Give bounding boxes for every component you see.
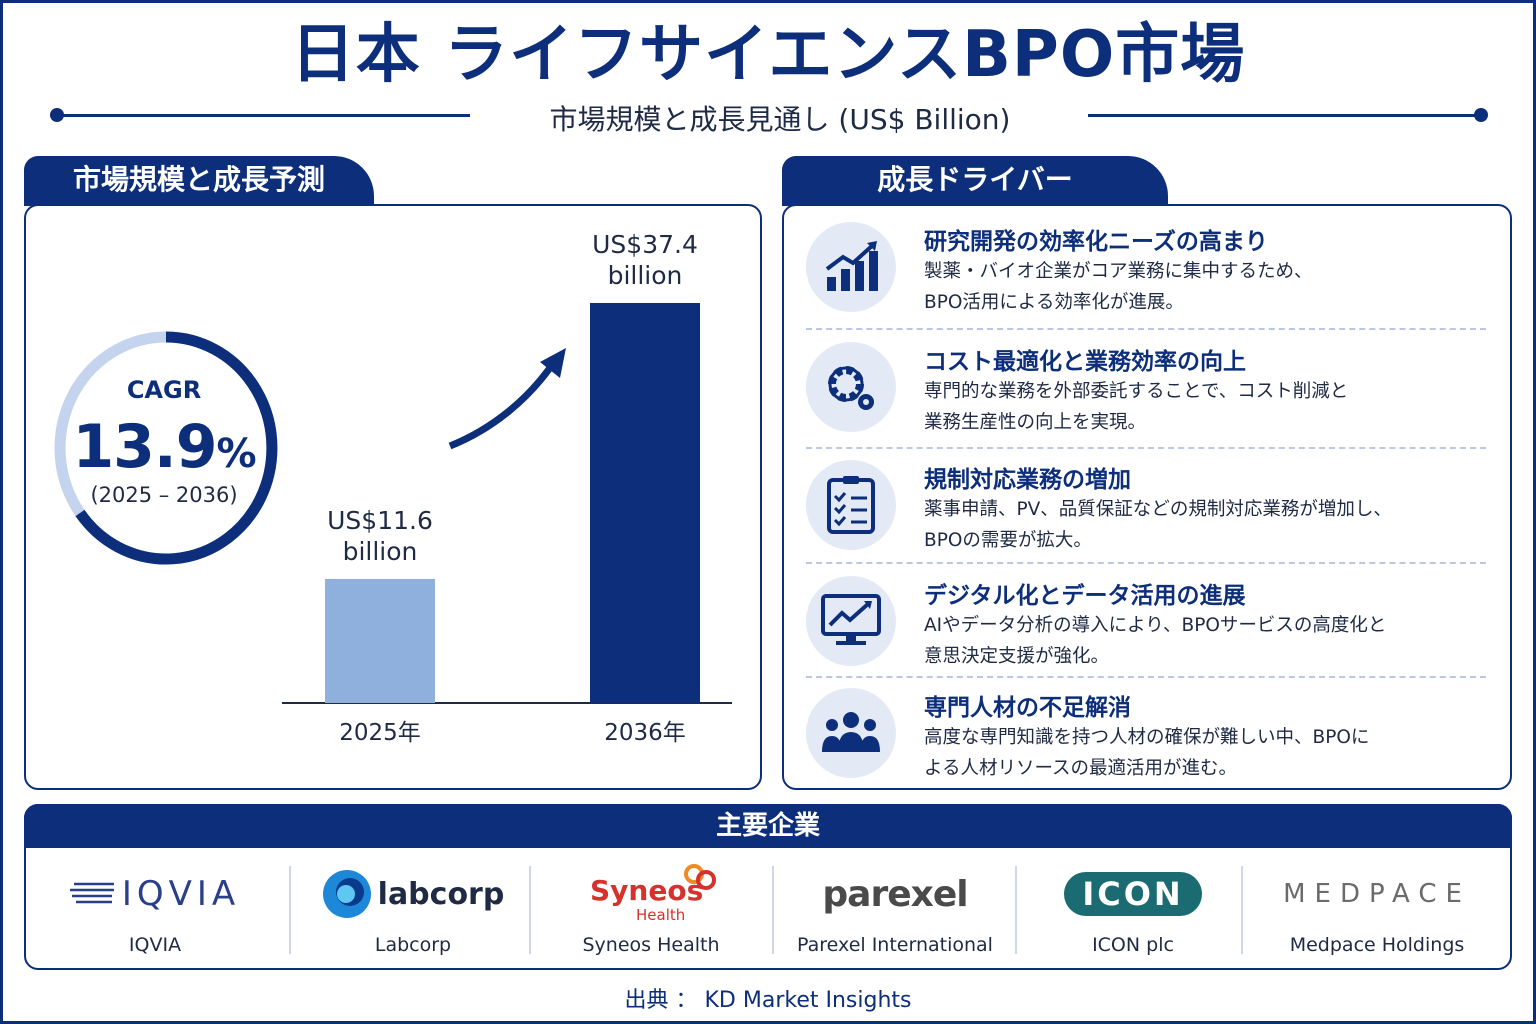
title-line-left [58, 114, 470, 117]
bar-2025年 [325, 578, 435, 703]
company-name: ICON plc [1092, 934, 1174, 956]
growth-arrow-head [540, 348, 566, 378]
driver-text-line: 高度な専門知識を持つ人材の確保が難しい中、BPOに [924, 727, 1370, 748]
bar-value-label-line: US$37.4 [592, 230, 698, 259]
bar-value-label: US$11.6 billion [285, 505, 475, 567]
page-subtitle: 市場規模と成長見通し (US$ Billion) [549, 103, 1011, 136]
drivers-tab: 成長ドライバー [782, 156, 1168, 206]
bar-value-label: US$37.4 billion [550, 229, 740, 291]
syneos-logo: Syneos Health [540, 858, 762, 930]
driver-text: 薬事申請、PV、品質保証などの規制対応業務が増加し、 BPOの需要が拡大。 [924, 494, 1484, 556]
driver-text-line: AIやデータ分析の導入により、BPOサービスの高度化と [924, 615, 1387, 636]
cagr-ring-progress [75, 331, 278, 565]
iqvia-logo-text: IQVIA [121, 874, 241, 914]
company-name: Labcorp [374, 934, 452, 956]
page-title: 日本 ライフサイエンスBPO市場 [290, 18, 1246, 92]
company-labcorp: labcorp Labcorp [300, 858, 526, 962]
cagr-unit: % [216, 431, 256, 477]
driver-text: 製薬・バイオ企業がコア業務に集中するため、 BPO活用による効率化が進展。 [924, 256, 1484, 318]
driver-title: コスト最適化と業務効率の向上 [924, 349, 1246, 375]
parexel-logo: parexel [784, 858, 1006, 930]
driver-text-line: 薬事申請、PV、品質保証などの規制対応業務が増加し、 [924, 499, 1392, 520]
driver-text: AIやデータ分析の導入により、BPOサービスの高度化と 意思決定支援が強化。 [924, 610, 1484, 672]
driver-text-line: よる人材リソースの最適活用が進む。 [924, 758, 1238, 779]
iqvia-logo: IQVIA [40, 858, 270, 930]
title-line-dot-right [1474, 108, 1488, 122]
cagr-value: 13.9% [64, 412, 264, 482]
drivers-panel [782, 204, 1512, 790]
labcorp-circle-icon [322, 870, 371, 918]
bar-value-label-line: billion [342, 536, 418, 566]
driver-text-line: 業務生産性の向上を実現。 [924, 412, 1147, 433]
driver-text-line: BPOの需要が拡大。 [924, 530, 1092, 551]
title-line-dot-left [50, 108, 64, 122]
driver-title: 規制対応業務の増加 [924, 467, 1131, 493]
source-note: 出典 ： KD Market Insights [624, 988, 912, 1013]
medpace-logo-text: MEDPACE [1283, 879, 1471, 909]
driver-title: 専門人材の不足解消 [924, 695, 1131, 721]
cagr-range: (2025 – 2036) [90, 483, 238, 507]
icon-logo-text: ICON [1064, 872, 1202, 916]
company-syneos: Syneos Health Syneos Health [540, 858, 762, 962]
company-icon: ICON ICON plc [1026, 858, 1240, 962]
company-parexel: parexel Parexel International [784, 858, 1006, 962]
bar-value-label-line: US$11.6 [327, 505, 433, 535]
driver-text: 高度な専門知識を持つ人材の確保が難しい中、BPOに よる人材リソースの最適活用が進… [924, 722, 1484, 784]
company-separator [1241, 866, 1243, 954]
driver-divider [806, 447, 1486, 449]
syneos-logo-text: Syneos [590, 874, 704, 907]
company-name: Medpace Holdings [1289, 934, 1465, 956]
company-name: Parexel International [797, 934, 993, 956]
driver-text-line: 製薬・バイオ企業がコア業務に集中するため、 [924, 261, 1313, 282]
iqvia-lines-icon [69, 882, 114, 904]
people-icon [806, 688, 896, 778]
driver-text: 専門的な業務を外部委託することで、コスト削減と 業務生産性の向上を実現。 [924, 376, 1484, 438]
medpace-logo: MEDPACE [1252, 858, 1502, 930]
driver-text-line: BPO活用による効率化が進展。 [924, 292, 1184, 313]
driver-divider [806, 328, 1486, 330]
labcorp-logo-text: labcorp [377, 876, 505, 912]
driver-divider [806, 562, 1486, 564]
gear-icon [806, 342, 896, 432]
checklist-icon [806, 460, 896, 550]
driver-divider [806, 676, 1486, 678]
driver-title: 研究開発の効率化ニーズの高まり [924, 229, 1268, 255]
cagr-number: 13.9 [72, 412, 217, 482]
company-separator [1015, 866, 1017, 954]
company-name: Syneos Health [582, 934, 720, 956]
labcorp-logo: labcorp [300, 858, 526, 930]
bar-2036年 [590, 303, 700, 703]
market-size-tab: 市場規模と成長予測 [24, 156, 374, 206]
monitor-chart-icon [806, 576, 896, 666]
bar-growth-icon [806, 222, 896, 312]
x-tick-label: 2036年 [604, 720, 686, 746]
cagr-ring [54, 331, 278, 565]
driver-text-line: 専門的な業務を外部委託することで、コスト削減と [924, 381, 1349, 402]
company-separator [772, 866, 774, 954]
parexel-logo-text: parexel [822, 873, 968, 915]
companies-tab: 主要企業 [24, 804, 1512, 848]
title-line-right [1088, 114, 1480, 117]
x-tick-label: 2025年 [339, 720, 421, 746]
company-medpace: MEDPACE Medpace Holdings [1252, 858, 1502, 962]
company-separator [529, 866, 531, 954]
bar-value-label-line: billion [607, 261, 683, 290]
cagr-label: CAGR [126, 376, 202, 404]
company-iqvia: IQVIA IQVIA [40, 858, 270, 962]
growth-arrow [448, 354, 561, 450]
driver-text-line: 意思決定支援が強化。 [924, 646, 1110, 667]
syneos-swirl-icon [684, 864, 716, 890]
syneos-logo-subtext: Health [636, 906, 686, 924]
company-separator [289, 866, 291, 954]
company-name: IQVIA [128, 934, 182, 956]
driver-title: デジタル化とデータ活用の進展 [924, 583, 1246, 609]
icon-logo: ICON [1026, 858, 1240, 930]
